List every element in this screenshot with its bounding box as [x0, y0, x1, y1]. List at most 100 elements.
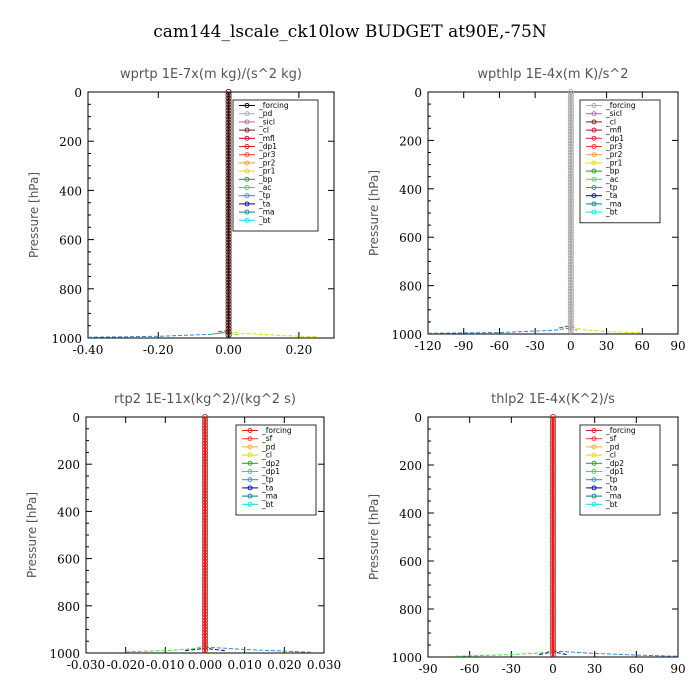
- profile-marker: [201, 493, 209, 500]
- profile-marker: [567, 197, 574, 204]
- legend-marker: [244, 135, 250, 141]
- legend-marker: [247, 469, 253, 474]
- profile-marker: [225, 242, 232, 249]
- profile-marker: [549, 428, 557, 436]
- profile-marker: [225, 215, 232, 222]
- profile-marker: [549, 476, 557, 484]
- profile-marker: [549, 482, 557, 490]
- legend-marker: [591, 127, 597, 133]
- legend-marker: [591, 152, 597, 158]
- profile-marker: [201, 514, 209, 521]
- profile-marker: [549, 590, 557, 598]
- profile-marker: [549, 431, 557, 439]
- profile-marker: [567, 261, 574, 268]
- profile-marker: [567, 237, 574, 244]
- legend-label: _ta: [258, 199, 270, 208]
- legend-marker: [244, 193, 250, 199]
- profile-marker: [225, 313, 232, 320]
- y-tick-label: 0: [414, 86, 422, 100]
- series-line-tp: [204, 646, 313, 653]
- legend-marker: [247, 444, 253, 450]
- profile-marker: [225, 165, 232, 172]
- profile-marker: [567, 182, 574, 189]
- legend-label: _pr1: [605, 158, 623, 167]
- legend-label: _cl: [605, 451, 616, 460]
- x-tick-label: -30: [502, 662, 521, 676]
- profile-marker: [225, 110, 232, 117]
- profile-marker: [549, 605, 557, 613]
- profile-marker: [549, 488, 557, 496]
- profile-marker: [225, 141, 232, 148]
- y-tick-label: 800: [57, 600, 80, 614]
- profile-marker: [567, 134, 574, 141]
- x-tick-label: 0.00: [215, 343, 242, 357]
- profile-marker: [201, 499, 209, 506]
- profile-marker: [201, 428, 209, 435]
- profile-marker: [201, 455, 209, 462]
- profile-marker: [201, 520, 209, 527]
- profile-marker: [549, 632, 557, 640]
- profile-marker: [201, 422, 209, 429]
- legend-marker: [244, 152, 250, 158]
- profile-marker: [549, 557, 557, 565]
- profile-marker: [567, 288, 574, 295]
- legend-marker: [247, 501, 253, 507]
- legend-marker: [244, 160, 250, 166]
- profile-marker: [549, 521, 557, 529]
- profile-marker: [549, 458, 557, 466]
- legend-marker: [591, 444, 597, 450]
- legend-marker: [244, 209, 250, 215]
- profile-marker: [201, 602, 209, 609]
- profile-marker: [549, 461, 557, 469]
- chart-rtp2: rtp2 1E-11x(kg^2)/(kg^2 s) Pressure [hPa]…: [25, 392, 341, 672]
- profile-marker: [201, 496, 209, 503]
- profile-marker: [201, 567, 209, 574]
- legend-label: _bt: [605, 500, 618, 509]
- profile-marker: [225, 171, 232, 179]
- legend-marker: [591, 428, 597, 433]
- profile-marker: [567, 95, 574, 102]
- profile-marker: [225, 144, 232, 151]
- profile-marker: [549, 641, 557, 649]
- profile-marker: [225, 175, 232, 182]
- profile-marker: [567, 107, 574, 114]
- profile-marker: [567, 303, 574, 310]
- profile-marker: [225, 307, 232, 314]
- profile-marker: [225, 227, 232, 234]
- x-tick-label: 90: [670, 339, 685, 353]
- profile-marker: [549, 443, 557, 451]
- profile-marker: [225, 221, 232, 228]
- profile-marker: [549, 560, 557, 568]
- profile-marker: [201, 537, 209, 544]
- profile-marker: [549, 581, 557, 589]
- profile-marker: [225, 208, 232, 215]
- legend-marker: [591, 160, 597, 166]
- profile-marker: [201, 526, 209, 533]
- profile-marker: [567, 152, 574, 159]
- legend-marker: [244, 176, 250, 182]
- profile-marker: [225, 325, 232, 332]
- profile-marker: [225, 184, 232, 191]
- profile-marker: [567, 267, 574, 274]
- legend-marker: [591, 144, 597, 149]
- profile-marker: [549, 599, 557, 607]
- profile-marker: [567, 161, 574, 168]
- x-tick-label: 0.20: [285, 343, 312, 357]
- profile-marker: [225, 304, 232, 311]
- profile-marker: [567, 321, 574, 328]
- profile-marker: [549, 578, 557, 586]
- profile-marker: [201, 458, 209, 465]
- figure-title: cam144_lscale_ck10low BUDGET at90E,-75N: [153, 22, 547, 42]
- profile-marker: [567, 225, 574, 232]
- profile-marker: [549, 494, 557, 502]
- profile-marker: [225, 294, 232, 302]
- profile-marker: [567, 88, 574, 96]
- profile-marker: [567, 240, 574, 247]
- legend-marker: [247, 436, 253, 442]
- profile-marker: [201, 605, 209, 612]
- legend-label: _dp1: [605, 467, 624, 476]
- profile-marker: [549, 548, 557, 556]
- profile-marker: [201, 626, 209, 633]
- legend-label: _tp: [605, 183, 618, 192]
- profile-marker: [201, 564, 209, 571]
